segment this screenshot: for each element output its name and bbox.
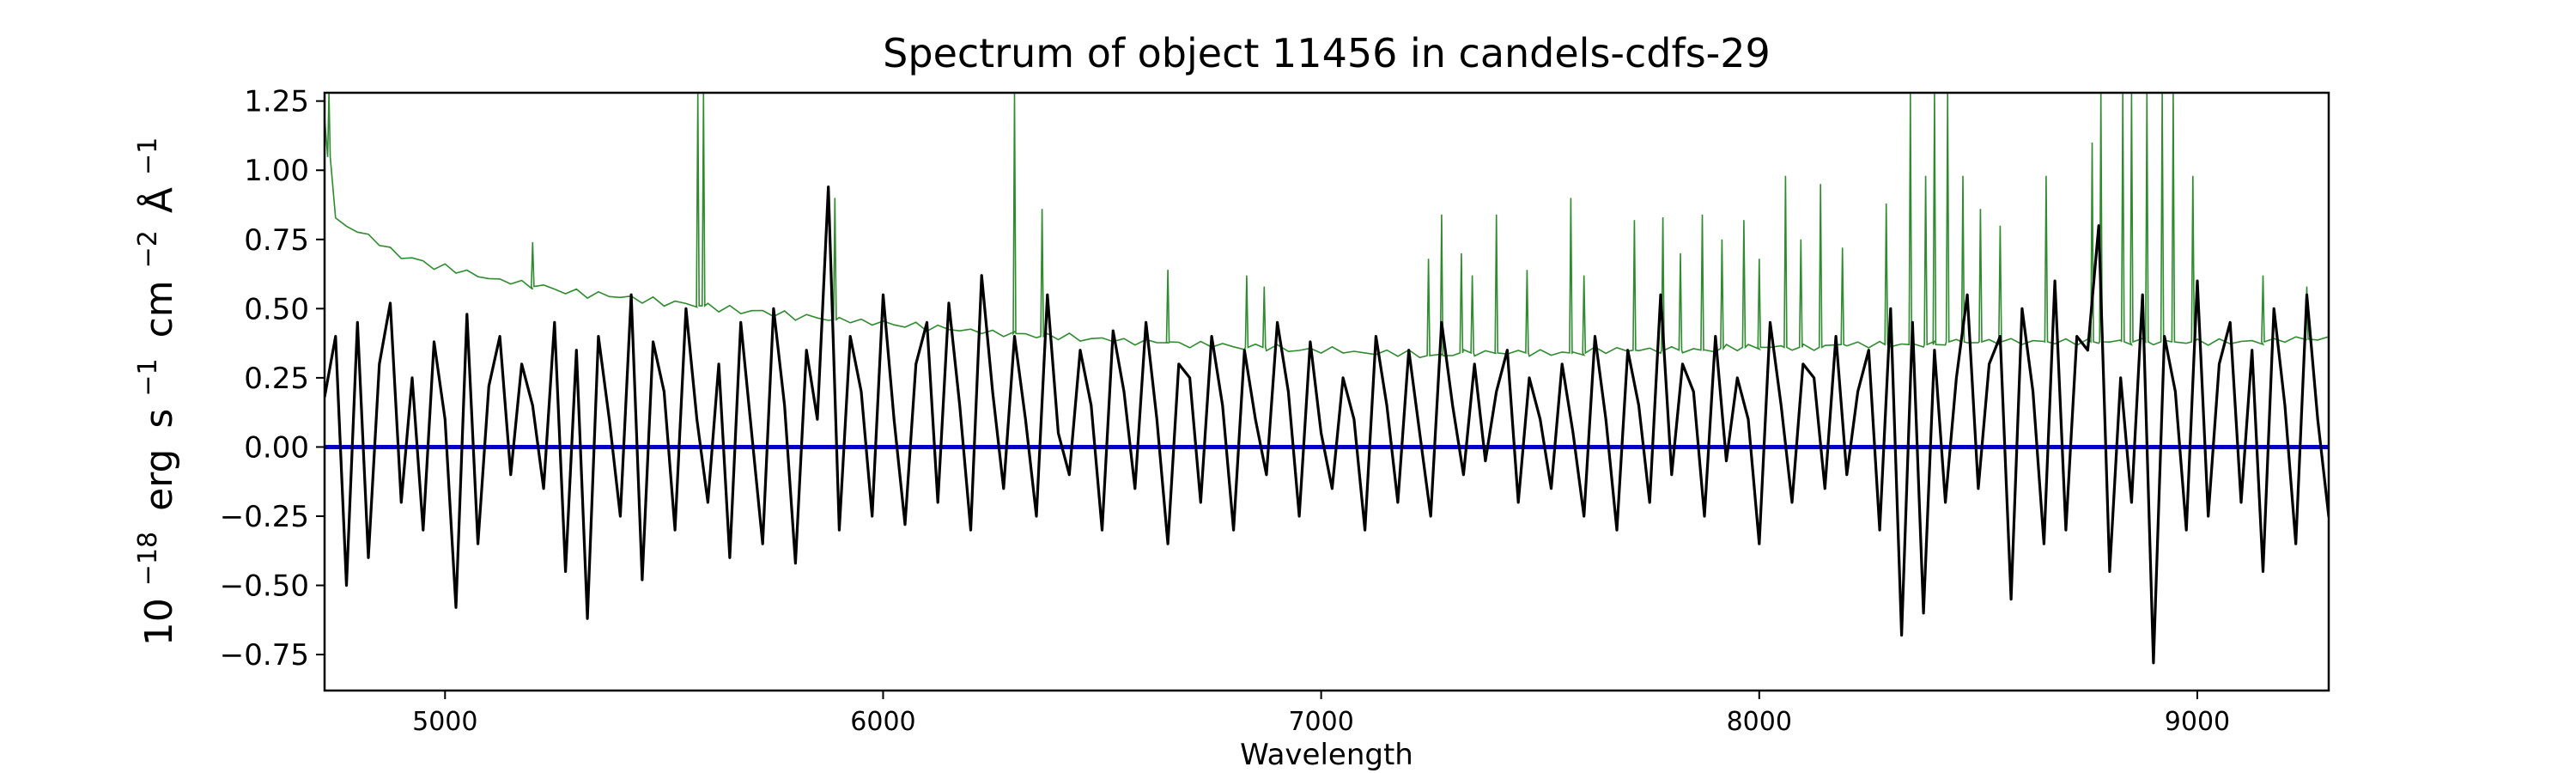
- y-tick-label: −0.25: [220, 500, 309, 534]
- y-tick-label: 1.00: [244, 154, 309, 188]
- x-tick-label: 5000: [412, 707, 477, 737]
- y-axis-label-angstrom: Å: [136, 187, 181, 213]
- x-tick-label: 9000: [2165, 707, 2230, 737]
- x-tick-label: 8000: [1727, 707, 1792, 737]
- y-tick-label: 1.25: [244, 85, 309, 119]
- y-tick-label: −0.75: [220, 638, 309, 673]
- plot-area: [323, 91, 2330, 692]
- y-axis: −0.75 −0.50 −0.25 0.00 0.25 0.50 0.75 1.00 1.25: [220, 85, 325, 673]
- x-axis-label: Wavelength: [1240, 738, 1413, 772]
- y-tick-label: 0.00: [244, 430, 309, 465]
- y-axis-label-base: 10: [137, 598, 181, 646]
- y-tick-label: 0.75: [244, 223, 309, 258]
- y-tick-label: 0.25: [244, 362, 309, 396]
- series-layer: [325, 93, 2329, 665]
- y-axis-label: 10 −18 erg s −1 cm −2 Å −1: [122, 137, 181, 646]
- plot-frame: [323, 91, 2330, 692]
- flux-spectrum-line: [325, 186, 2329, 665]
- y-axis-label-cm-exp: −2: [133, 230, 163, 268]
- x-tick-label: 6000: [850, 707, 915, 737]
- error-spectrum-line: [325, 93, 2329, 359]
- y-axis-label-angstrom-exp: −1: [133, 137, 163, 175]
- y-axis-label-s: s: [137, 409, 181, 429]
- y-axis-label-s-exp: −1: [133, 358, 163, 396]
- y-tick-label: −0.50: [220, 569, 309, 604]
- y-axis-label-erg: erg: [137, 449, 181, 511]
- y-axis-label-exponent: −18: [133, 532, 163, 586]
- x-tick-label: 7000: [1288, 707, 1353, 737]
- chart-title: Spectrum of object 11456 in candels-cdfs…: [883, 30, 1771, 76]
- y-axis-label-cm: cm: [137, 280, 181, 338]
- x-axis: 5000 6000 7000 8000 9000: [412, 691, 2230, 737]
- y-tick-label: 0.50: [244, 292, 309, 326]
